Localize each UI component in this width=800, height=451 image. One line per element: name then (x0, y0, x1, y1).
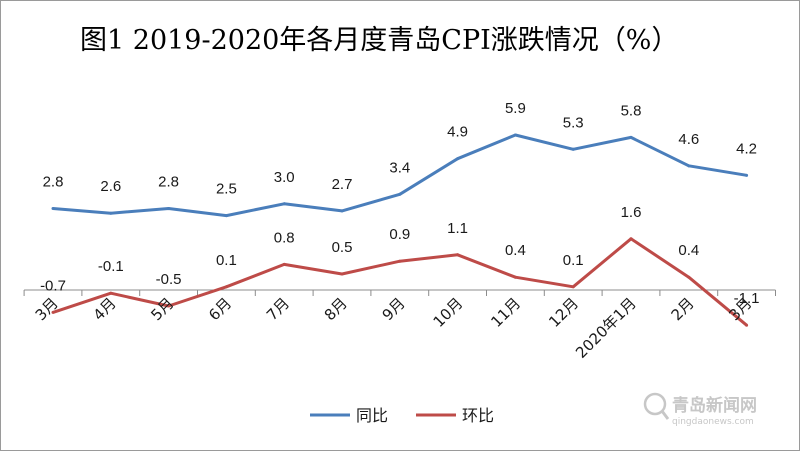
chart-title: 图1 2019-2020年各月度青岛CPI涨跌情况（%） (80, 25, 679, 56)
x-tick-label: 2020年1月 (572, 294, 640, 362)
data-point (571, 147, 575, 151)
data-label: 0.1 (216, 252, 237, 269)
data-point (745, 323, 749, 327)
x-tick-label: 6月 (205, 294, 235, 324)
data-label: 1.6 (621, 204, 642, 221)
data-label: 0.8 (274, 229, 295, 246)
data-point (398, 192, 402, 196)
data-label: 3.0 (274, 169, 295, 186)
watermark-logo-icon (660, 410, 670, 420)
data-label: 3.4 (389, 159, 410, 176)
data-label: 5.9 (505, 100, 526, 117)
watermark-name: 青岛新闻网 (672, 395, 757, 416)
data-point (456, 253, 460, 257)
data-point (745, 173, 749, 177)
data-label: 2.8 (158, 174, 179, 191)
data-point (571, 285, 575, 289)
data-label: -0.7 (40, 277, 66, 294)
data-point (340, 272, 344, 276)
data-point (456, 157, 460, 161)
axis-layer (23, 289, 776, 296)
data-point (340, 209, 344, 213)
watermark-domain: qingdaonews.com (672, 417, 754, 427)
data-point (629, 135, 633, 139)
x-tick-label: 5月 (147, 294, 177, 324)
data-label: 2.5 (216, 181, 237, 198)
data-label: -0.1 (98, 258, 124, 275)
label-layer: 2.8 2.6 2.8 2.5 3.0 2.7 3.4 4.9 5.9 5.3 5.8 4.6 4.2 -… (40, 100, 759, 307)
data-label: 0.4 (678, 242, 699, 259)
legend: 同比 环比 (310, 406, 494, 425)
data-point (687, 164, 691, 168)
data-label: 0.4 (505, 242, 526, 259)
data-label: 1.1 (447, 220, 468, 237)
data-label: -1.1 (734, 290, 760, 307)
series-layer (51, 133, 749, 327)
data-point (398, 259, 402, 263)
data-label: 5.3 (563, 114, 584, 131)
x-tick-label: 9月 (379, 294, 409, 324)
x-tick-label: 2月 (668, 294, 698, 324)
data-label: 4.6 (678, 131, 699, 148)
data-label: -0.5 (156, 271, 182, 288)
data-point (109, 291, 113, 295)
data-label: 5.8 (621, 102, 642, 119)
data-label: 2.7 (332, 176, 353, 193)
data-label: 2.8 (43, 174, 64, 191)
watermark-logo-icon (643, 392, 667, 416)
data-label: 4.2 (736, 140, 757, 157)
data-point (167, 304, 171, 308)
data-label: 0.9 (389, 226, 410, 243)
data-point (513, 133, 517, 137)
x-tick-label: 3月 (32, 294, 62, 324)
x-tick-label: 11月 (487, 294, 524, 331)
x-tick-label: 12月 (545, 294, 582, 331)
data-label: 4.9 (447, 124, 468, 141)
data-label: 2.6 (100, 178, 121, 195)
data-point (282, 262, 286, 266)
legend-label: 同比 (356, 406, 388, 425)
data-label: 0.5 (332, 239, 353, 256)
data-point (51, 207, 55, 210)
x-tick-label: 10月 (430, 294, 467, 331)
data-point (51, 310, 55, 314)
data-point (282, 202, 286, 206)
x-tick-label: 8月 (321, 294, 351, 324)
data-point (167, 207, 171, 210)
data-point (109, 211, 113, 215)
data-point (513, 275, 517, 279)
x-tick-label: 7月 (263, 294, 293, 324)
data-label: 0.1 (563, 252, 584, 269)
legend-label: 环比 (462, 406, 494, 425)
data-point (224, 285, 228, 289)
data-point (629, 237, 633, 241)
data-point (224, 214, 228, 218)
data-point (687, 275, 691, 279)
